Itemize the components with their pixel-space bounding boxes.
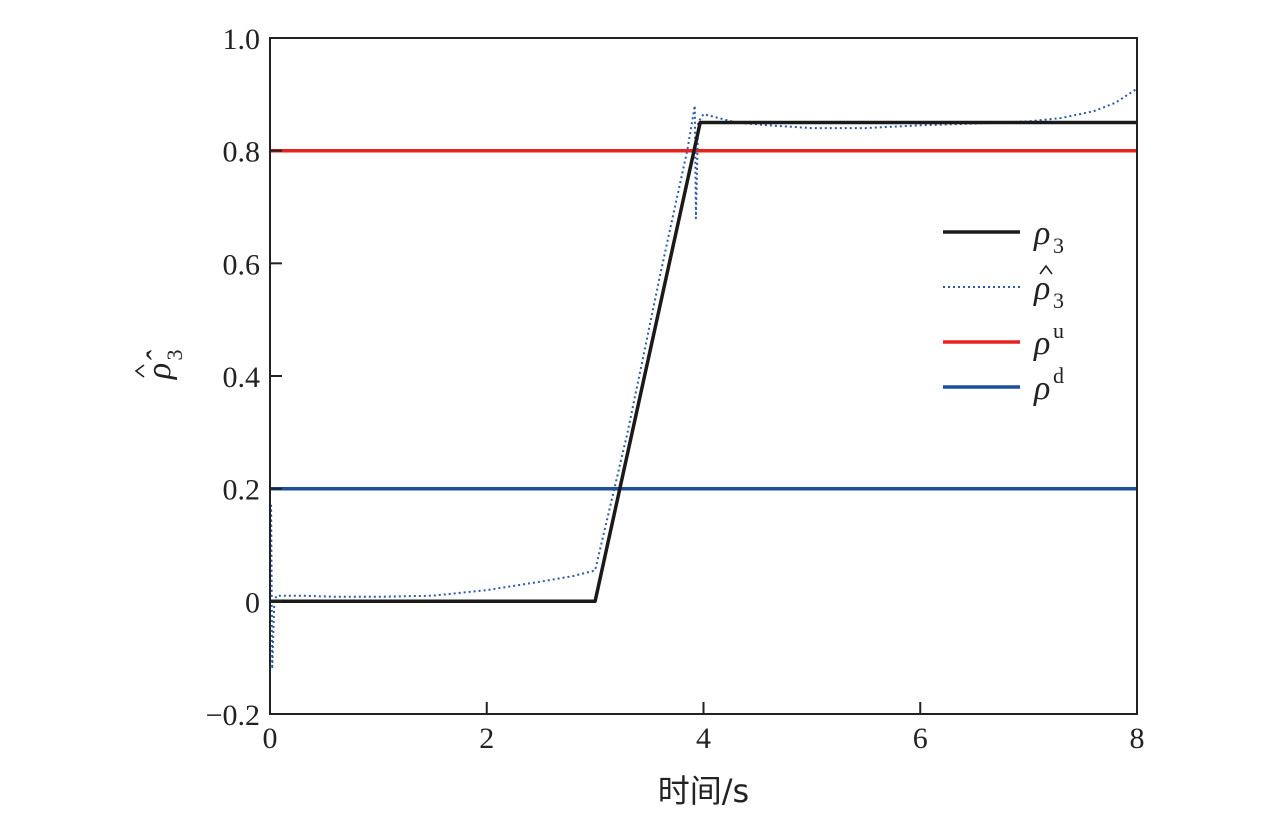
y-tick-label: −0.2	[206, 699, 260, 732]
x-tick-label: 2	[479, 722, 494, 755]
legend-symbol-2: ρ	[1033, 325, 1050, 362]
legend-symbol-3: ρ	[1033, 370, 1050, 407]
legend: ρ 3ρ 3ρ uρ d	[943, 215, 1064, 407]
legend-symbol-0: ρ	[1033, 215, 1050, 252]
y-axis-title-subscript: 3	[162, 350, 187, 361]
y-tick-label: 0	[245, 586, 260, 619]
x-tick-label: 6	[913, 722, 928, 755]
y-tick-label: 1.0	[223, 23, 261, 56]
x-tick-label: 4	[696, 722, 711, 755]
y-axis-title-hat	[134, 364, 145, 378]
plot-frame	[269, 37, 1138, 715]
legend-symbol-1: ρ	[1033, 270, 1050, 307]
y-axis-title: ρ̂ 3	[134, 350, 187, 380]
y-tick-label: 0.2	[223, 474, 261, 507]
series-line-0	[270, 120, 1137, 604]
legend-script-1: 3	[1053, 288, 1064, 313]
legend-script-2: u	[1053, 318, 1064, 343]
legend-script-3: d	[1053, 363, 1064, 388]
y-tick-label: 0.8	[223, 136, 261, 169]
x-axis-title: 时间/s	[658, 772, 749, 810]
legend-hat-1	[1039, 264, 1053, 275]
x-tick-label: 0	[263, 722, 278, 755]
legend-script-0: 3	[1053, 233, 1064, 258]
y-tick-label: 0.6	[223, 248, 261, 281]
y-tick-label: 0.4	[223, 361, 261, 394]
x-tick-label: 8	[1130, 722, 1145, 755]
axis-ticks: 0 2 4 6 8−0.200.20.40.60.81.0	[206, 23, 1145, 755]
plot-lines	[269, 87, 1138, 670]
series-line-1	[269, 87, 1138, 670]
